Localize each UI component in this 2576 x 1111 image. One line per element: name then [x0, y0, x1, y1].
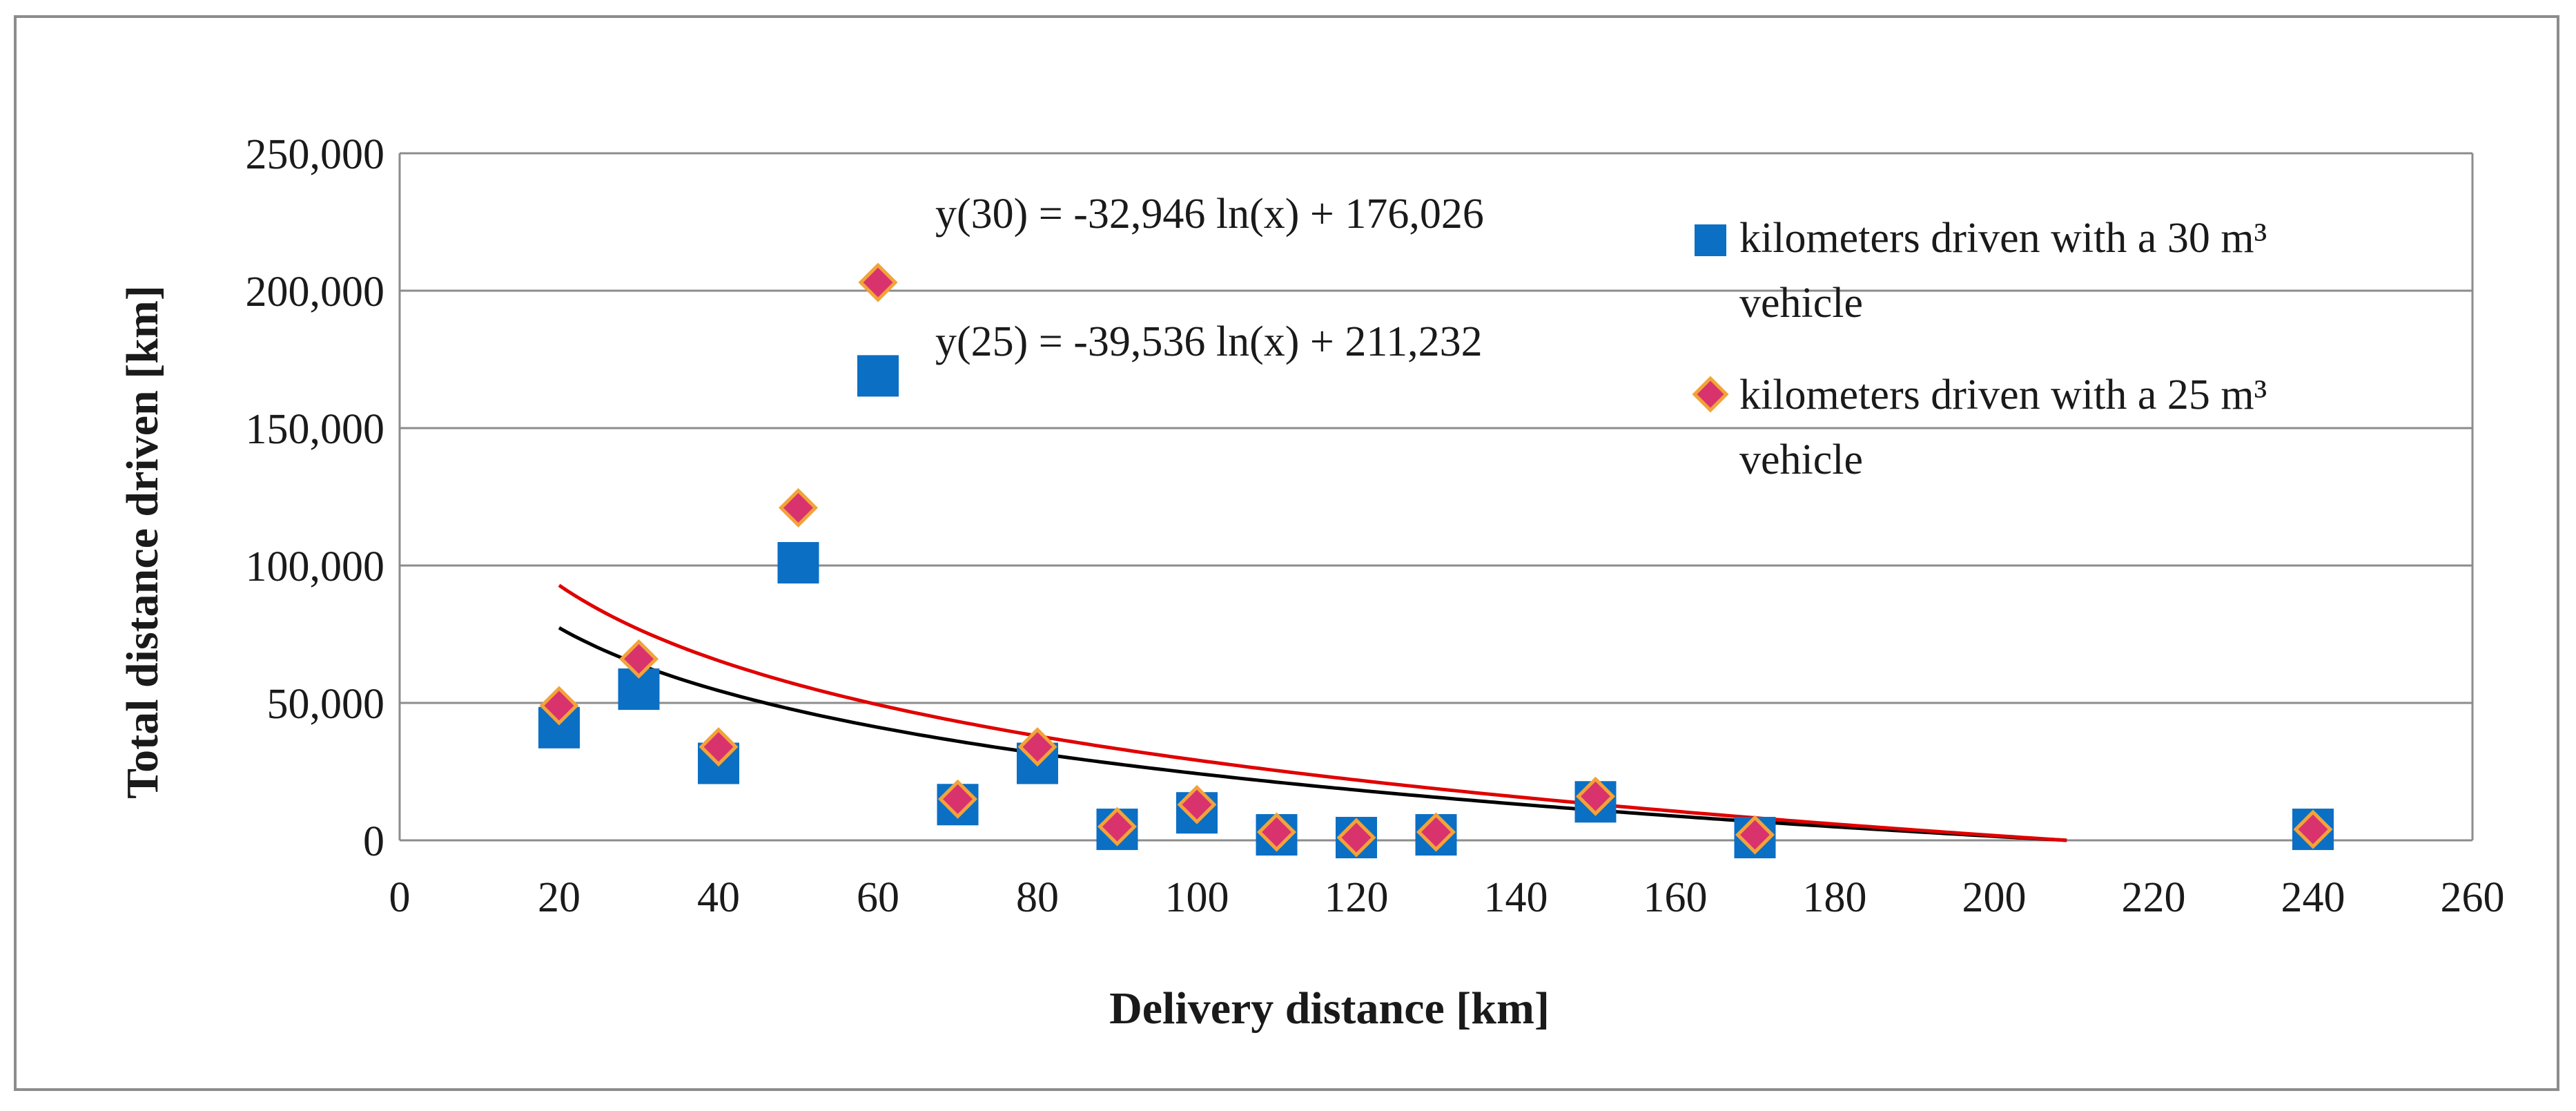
trendline-0: [558, 626, 2067, 842]
y-tick-label: 250,000: [246, 131, 385, 178]
y-tick-label: 150,000: [246, 406, 385, 453]
x-tick-label: 20: [538, 874, 580, 921]
x-tick-label: 80: [1016, 874, 1059, 921]
point-25m3-diamond: [1097, 806, 1138, 847]
legend-marker-square: [1695, 224, 1726, 256]
x-tick-label: 120: [1325, 874, 1389, 921]
x-tick-label: 200: [1962, 874, 2027, 921]
x-axis-title: Delivery distance [km]: [1109, 983, 1550, 1034]
legend-line: kilometers driven with a 25 m³: [1739, 371, 2267, 418]
y-tick-label: 0: [363, 818, 384, 865]
legend-label-25m3: kilometers driven with a 25 m³ vehicle: [1739, 371, 2267, 483]
legend-marker-diamond: [1692, 376, 1729, 413]
point-25m3-diamond: [1256, 812, 1297, 852]
trendline-equation-30: y(30) = -32,946 ln(x) + 176,026: [935, 191, 1484, 238]
point-25m3-diamond: [1575, 776, 1616, 816]
point-25m3-diamond: [778, 487, 819, 528]
point-25m3-diamond: [539, 686, 579, 726]
point-25m3-diamond: [618, 639, 659, 679]
data-points: [538, 262, 2334, 859]
point-25m3-diamond: [1177, 784, 1217, 824]
axes: 0 50,000 100,000 150,000 200,000 250,000 0 20 40…: [246, 131, 2505, 921]
legend-line: kilometers driven with a 30 m³: [1739, 215, 2267, 262]
x-tick-label: 140: [1484, 874, 1548, 921]
point-25m3-diamond: [1735, 815, 1775, 855]
chart-frame: [14, 15, 2559, 1091]
x-tick-label: 100: [1165, 874, 1229, 921]
trendline-equation-25: y(25) = -39,536 ln(x) + 211,232: [935, 318, 1483, 365]
legend: kilometers driven with a 30 m³ vehicle ki…: [1692, 215, 2267, 483]
x-tick-label: 220: [2122, 874, 2186, 921]
legend-line: vehicle: [1739, 280, 1863, 327]
x-tick-label: 260: [2441, 874, 2505, 921]
point-25m3-diamond: [937, 779, 978, 819]
point-25m3-diamond: [2293, 809, 2333, 849]
x-tick-label: 180: [1803, 874, 1867, 921]
x-tick-label: 60: [857, 874, 899, 921]
y-tick-label: 200,000: [246, 269, 385, 316]
trendline-1: [558, 583, 2067, 842]
legend-label-30m3: kilometers driven with a 30 m³ vehicle: [1739, 215, 2267, 327]
point-25m3-diamond: [1336, 818, 1376, 858]
legend-line: vehicle: [1739, 436, 1863, 483]
y-axis-title: Total distance driven [km]: [117, 285, 168, 799]
point-25m3-diamond: [699, 727, 739, 767]
point-25m3-diamond: [1017, 727, 1057, 767]
point-25m3-diamond: [1416, 812, 1456, 852]
trendlines: [558, 583, 2067, 842]
point-25m3-diamond: [858, 262, 898, 302]
x-tick-label: 0: [389, 874, 411, 921]
y-tick-label: 100,000: [246, 543, 385, 590]
x-tick-label: 160: [1643, 874, 1708, 921]
gridlines: [400, 152, 2472, 704]
x-tick-label: 240: [2281, 874, 2345, 921]
y-tick-label: 50,000: [267, 681, 385, 728]
point-30m3-square: [857, 355, 899, 397]
x-tick-label: 40: [697, 874, 740, 921]
point-30m3-square: [777, 542, 819, 584]
